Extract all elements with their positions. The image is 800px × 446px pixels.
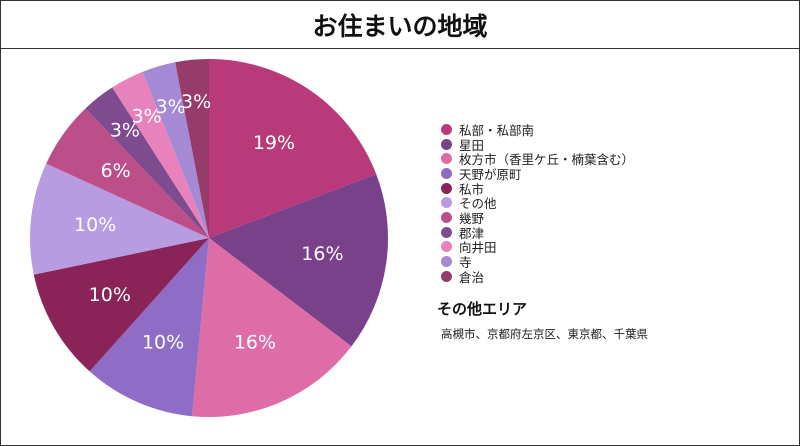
pie-slice-9 — [112, 71, 209, 238]
chart-title: お住まいの地域 — [1, 1, 799, 49]
pie-slice-5 — [33, 238, 210, 372]
slice-label-5: 10% — [89, 284, 131, 306]
slice-label-6: 10% — [74, 214, 116, 236]
legend-item: 向井田 — [441, 240, 634, 255]
legend-swatch — [441, 182, 452, 194]
legend-label: 郡津 — [459, 225, 485, 241]
legend-item: 幾野 — [441, 210, 634, 226]
slice-label-11: 3% — [181, 91, 211, 113]
legend-item: 星田 — [441, 137, 634, 153]
legend-item: 郡津 — [441, 225, 634, 241]
legend-label: 幾野 — [459, 210, 485, 226]
slice-label-1: 19% — [253, 132, 295, 154]
pie-slice-8 — [85, 87, 209, 238]
legend-swatch — [441, 226, 452, 238]
pie-slice-4 — [89, 238, 209, 417]
legend-swatch — [441, 123, 452, 135]
legend-item: 枚方市（香里ケ丘・楠葉含む） — [441, 151, 635, 168]
legend-label: 枚方市（香里ケ丘・楠葉含む） — [459, 152, 635, 168]
legend-label: 私市 — [459, 181, 485, 197]
slice-label-3: 16% — [234, 331, 276, 353]
legend-label: 私部・私部南 — [459, 122, 535, 138]
legend-swatch — [441, 197, 452, 209]
pie-slice-1 — [209, 59, 377, 238]
other-area-text: 高槻市、京都府左京区、東京都、千葉県 — [441, 327, 648, 341]
legend-item: 天野が原町 — [441, 166, 634, 182]
legend-label: 倉治 — [459, 269, 485, 285]
legend-item: 私市 — [441, 181, 634, 197]
slice-label-7: 6% — [101, 160, 131, 182]
legend-swatch — [441, 211, 452, 223]
legend-swatch — [441, 153, 452, 165]
legend-label: 向井田 — [459, 240, 497, 256]
legend: 私部・私部南 星田 枚方市（香里ケ丘・楠葉含む） 天野が原町 私市 その他 幾野 郡津 向井田寺… — [441, 122, 635, 285]
pie-slice-6 — [29, 163, 209, 275]
legend-swatch — [441, 138, 452, 150]
slice-label-10: 3% — [156, 96, 186, 118]
legend-swatch — [441, 256, 452, 268]
slice-label-2: 16% — [301, 243, 343, 265]
legend-label: 天野が原町 — [459, 166, 522, 182]
legend-swatch — [441, 167, 452, 179]
pie-slice-11 — [175, 59, 209, 238]
legend-item: 私部・私部南 — [441, 122, 634, 138]
legend-swatch — [441, 270, 452, 282]
pie-slice-7 — [46, 108, 209, 239]
legend-label: その他 — [459, 196, 497, 212]
slice-label-4: 10% — [142, 331, 184, 353]
slice-label-8: 3% — [110, 120, 140, 142]
slice-label-9: 3% — [132, 106, 162, 128]
legend-item: 寺 — [441, 254, 634, 271]
other-area-title: その他エリア — [437, 300, 528, 318]
legend-label: 寺 — [459, 255, 472, 271]
pie-slice-3 — [191, 238, 352, 418]
legend-item: その他 — [441, 195, 634, 212]
legend-item: 倉治 — [441, 269, 634, 285]
pie-slice-2 — [209, 174, 388, 347]
legend-swatch — [441, 241, 452, 253]
pie-slice-10 — [142, 62, 209, 238]
legend-label: 星田 — [459, 137, 485, 153]
